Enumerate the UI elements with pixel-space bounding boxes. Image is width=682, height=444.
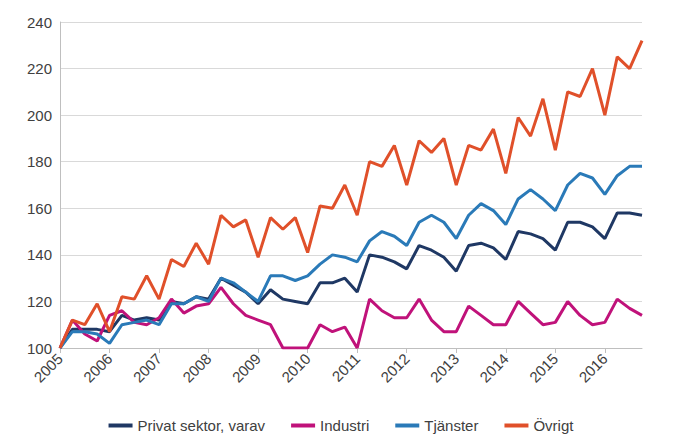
svg-text:220: 220 bbox=[27, 60, 52, 77]
svg-text:140: 140 bbox=[27, 246, 52, 263]
svg-text:Övrigt: Övrigt bbox=[533, 417, 574, 434]
svg-text:2009: 2009 bbox=[229, 350, 265, 386]
svg-text:2010: 2010 bbox=[278, 350, 314, 386]
svg-text:2015: 2015 bbox=[526, 350, 562, 386]
svg-text:Industri: Industri bbox=[320, 417, 369, 434]
svg-text:100: 100 bbox=[27, 340, 52, 357]
svg-text:2007: 2007 bbox=[129, 350, 165, 386]
svg-text:160: 160 bbox=[27, 200, 52, 217]
svg-text:2005: 2005 bbox=[30, 350, 66, 386]
svg-text:2006: 2006 bbox=[80, 350, 116, 386]
svg-text:Privat sektor, varav: Privat sektor, varav bbox=[138, 417, 266, 434]
svg-text:2013: 2013 bbox=[427, 350, 463, 386]
svg-text:240: 240 bbox=[27, 14, 52, 31]
svg-text:Tjänster: Tjänster bbox=[424, 417, 478, 434]
svg-text:2012: 2012 bbox=[377, 350, 413, 386]
svg-text:2016: 2016 bbox=[575, 350, 611, 386]
svg-text:2014: 2014 bbox=[476, 350, 512, 386]
svg-text:200: 200 bbox=[27, 107, 52, 124]
svg-text:180: 180 bbox=[27, 153, 52, 170]
svg-text:120: 120 bbox=[27, 293, 52, 310]
svg-text:2011: 2011 bbox=[328, 350, 363, 385]
svg-text:2008: 2008 bbox=[179, 350, 215, 386]
